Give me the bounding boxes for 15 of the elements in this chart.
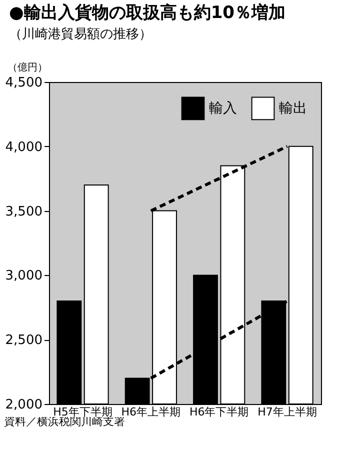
y-tick-label: 4,000 xyxy=(5,140,42,155)
x-tick-label: H7年上半期 xyxy=(258,406,317,418)
x-tick-label: H6年上半期 xyxy=(121,406,181,418)
chart-subtitle: （川崎港貿易額の推移） xyxy=(9,27,152,42)
x-tick-label: H5年下半期 xyxy=(53,406,112,418)
chart-title: ●輸出入貨物の取扱高も約10％増加 xyxy=(9,2,286,23)
y-tick-label: 4,500 xyxy=(5,76,42,90)
y-axis-title: （億円） xyxy=(8,62,48,74)
legend-label: 輸出 xyxy=(279,100,307,116)
x-tick-label: H6年下半期 xyxy=(189,406,249,418)
legend-label: 輸入 xyxy=(209,100,237,116)
y-tick-label: 3,500 xyxy=(5,204,42,220)
y-tick-label: 2,500 xyxy=(5,333,42,348)
y-tick-label: 3,000 xyxy=(5,268,42,284)
y-tick-label: 2,000 xyxy=(5,398,42,412)
